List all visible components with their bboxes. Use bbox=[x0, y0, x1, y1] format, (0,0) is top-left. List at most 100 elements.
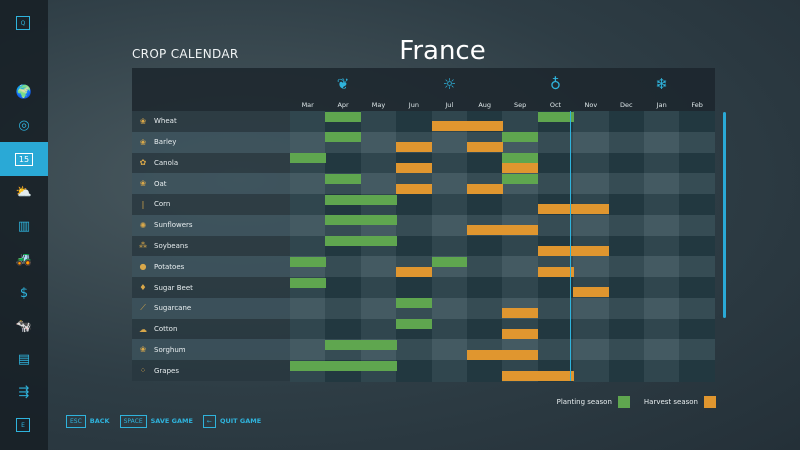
harvest-bar bbox=[467, 349, 503, 360]
calendar-cell bbox=[679, 173, 716, 195]
planting-bar bbox=[325, 360, 362, 371]
calendar-cell bbox=[431, 297, 468, 320]
calendar-cell bbox=[679, 111, 716, 133]
country-title: France bbox=[399, 36, 486, 66]
contracts-icon: ▤ bbox=[17, 351, 31, 367]
quit-game-button[interactable]: ← QUIT GAME bbox=[202, 415, 261, 428]
planting-bar bbox=[502, 153, 539, 164]
crop-row-label: ❀ Sorghum bbox=[132, 339, 290, 361]
globe-map-icon: 🌍 bbox=[15, 84, 33, 100]
calendar-cell bbox=[290, 339, 326, 361]
calendar-cell bbox=[325, 256, 362, 278]
planting-bar bbox=[396, 319, 433, 330]
calendar-cell bbox=[573, 214, 610, 237]
calendar-cell bbox=[360, 318, 397, 340]
calendar-cell bbox=[644, 152, 680, 174]
calendar-cell bbox=[608, 194, 645, 216]
sidebar-item-steering-wheel[interactable]: ◎ bbox=[0, 108, 48, 142]
sidebar-item-animals[interactable]: 🐄 bbox=[0, 309, 48, 343]
legend-harvest-swatch bbox=[704, 396, 716, 408]
crop-row-label: ● Potatoes bbox=[132, 256, 290, 278]
harvest-bar bbox=[502, 225, 539, 236]
crop-name: Barley bbox=[154, 138, 177, 147]
planting-bar bbox=[537, 111, 574, 122]
crop-name: Sunflowers bbox=[154, 221, 193, 230]
planting-bar bbox=[325, 339, 362, 350]
crop-row-label: ❀ Barley bbox=[132, 131, 290, 153]
calendar-cell bbox=[290, 214, 326, 237]
sidebar-item-globe-map[interactable]: 🌍 bbox=[0, 75, 48, 109]
harvest-bar bbox=[573, 245, 610, 256]
calendar-cell bbox=[608, 235, 645, 257]
harvest-bar bbox=[431, 121, 468, 132]
calendar-cell bbox=[290, 131, 326, 154]
crop-name: Sorghum bbox=[154, 345, 186, 354]
crop-row-label: ❀ Wheat bbox=[132, 111, 290, 132]
calendar-cell bbox=[360, 131, 397, 154]
next-page-key[interactable]: E bbox=[16, 418, 30, 432]
page-title: CROP CALENDAR bbox=[132, 47, 239, 61]
sidebar-item-finances[interactable]: $ bbox=[0, 276, 48, 310]
sidebar-item-tractor[interactable]: 🚜 bbox=[0, 242, 48, 276]
weather-icon: ⛅ bbox=[15, 184, 33, 200]
month-label-jun: Jun bbox=[408, 101, 419, 109]
calendar-cell bbox=[467, 297, 503, 320]
save-game-button[interactable]: SPACE SAVE GAME bbox=[119, 415, 193, 428]
month-label-mar: Mar bbox=[301, 101, 314, 109]
calendar-cell bbox=[290, 173, 326, 195]
calendar-cell bbox=[573, 318, 610, 340]
calendar-cell bbox=[290, 111, 326, 133]
sidebar-item-calendar[interactable]: 15 bbox=[0, 142, 48, 176]
sidebar-item-weather[interactable]: ⛅ bbox=[0, 175, 48, 209]
crop-name: Canola bbox=[154, 158, 179, 167]
sorghum-icon: ❀ bbox=[139, 345, 147, 355]
calendar-cell bbox=[573, 173, 610, 195]
calendar-cell bbox=[396, 360, 433, 382]
sugarcane-icon: ⟋ bbox=[140, 303, 146, 313]
calendar-icon: 15 bbox=[14, 152, 34, 166]
crop-name: Oat bbox=[154, 179, 167, 188]
calendar-cell bbox=[431, 152, 468, 174]
month-label-aug: Aug bbox=[478, 101, 492, 109]
harvest-bar bbox=[396, 162, 433, 173]
calendar-cell bbox=[644, 318, 680, 340]
calendar-cell bbox=[573, 297, 610, 320]
calendar-cell bbox=[644, 339, 680, 361]
harvest-bar bbox=[467, 142, 503, 153]
sidebar: Q 🌍 ◎ 15 ⛅ ▥ 🚜 $ 🐄 ▤ ⇶ E bbox=[0, 0, 48, 450]
cotton-icon: ☁ bbox=[139, 324, 147, 334]
calendar-cell bbox=[467, 152, 503, 174]
planting-bar bbox=[360, 360, 397, 371]
month-label-may: May bbox=[371, 101, 386, 109]
calendar-cell bbox=[290, 297, 326, 320]
prev-page-key[interactable]: Q bbox=[16, 16, 30, 30]
calendar-cell bbox=[644, 297, 680, 320]
calendar-cell bbox=[467, 360, 503, 382]
calendar-cell bbox=[360, 297, 397, 320]
sidebar-item-production[interactable]: ⇶ bbox=[0, 375, 48, 409]
calendar-cell bbox=[502, 277, 539, 299]
calendar-cell bbox=[644, 235, 680, 257]
sidebar-item-statistics[interactable]: ▥ bbox=[0, 209, 48, 243]
planting-bar bbox=[325, 194, 362, 205]
tractor-icon: 🚜 bbox=[15, 251, 33, 267]
back-button[interactable]: ESC BACK bbox=[66, 415, 110, 428]
sidebar-item-contracts[interactable]: ▤ bbox=[0, 342, 48, 376]
harvest-bar bbox=[467, 183, 503, 194]
harvest-bar bbox=[396, 266, 433, 277]
calendar-cell bbox=[679, 152, 716, 174]
calendar-cell bbox=[431, 214, 468, 237]
calendar-cell bbox=[573, 360, 610, 382]
calendar-cell bbox=[502, 235, 539, 257]
calendar-cell bbox=[467, 235, 503, 257]
calendar-cell bbox=[608, 131, 645, 154]
grapes-icon: ⁘ bbox=[139, 366, 147, 376]
crop-row-label: ✺ Sunflowers bbox=[132, 214, 290, 236]
calendar-cell bbox=[502, 256, 539, 278]
calendar-cell bbox=[431, 235, 468, 257]
calendar-cell bbox=[573, 256, 610, 278]
esc-key: ESC bbox=[66, 415, 86, 428]
scrollbar[interactable] bbox=[723, 112, 726, 318]
crop-row-label: ⟋ Sugarcane bbox=[132, 297, 290, 319]
calendar-cell bbox=[679, 235, 716, 257]
